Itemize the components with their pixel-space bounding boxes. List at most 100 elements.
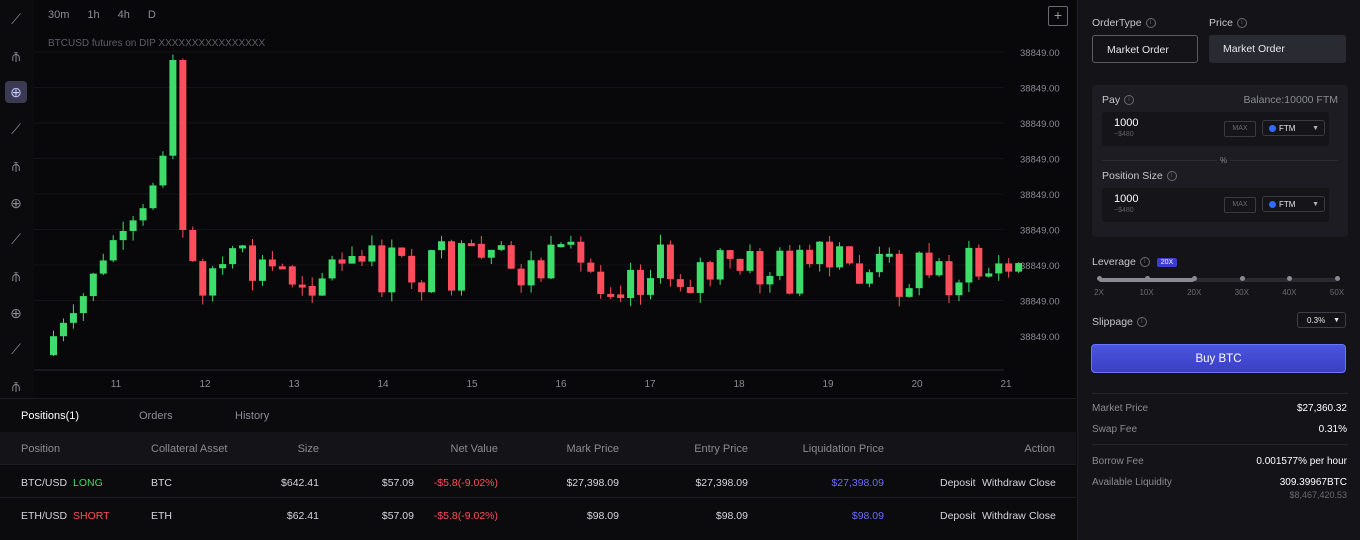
x-tick-label: 17 (644, 379, 656, 390)
tab-orders[interactable]: Orders (139, 410, 173, 422)
table-row[interactable]: BTC/USD LONG BTC $642.41 $57.09 -$5.8(-9… (0, 464, 1076, 498)
fork-tool-icon[interactable]: ⫚ (11, 157, 21, 174)
entry-price: $98.09 (715, 510, 748, 522)
fullscreen-icon[interactable]: + (1048, 6, 1068, 26)
candle-body (69, 313, 77, 323)
info-icon[interactable]: i (1145, 18, 1156, 29)
info-icon[interactable]: i (1139, 257, 1150, 268)
leverage-tick[interactable] (1239, 276, 1245, 281)
close-link[interactable]: Close (1029, 477, 1056, 489)
token-select[interactable]: FTM ▼ (1262, 120, 1325, 136)
pay-amount-input[interactable]: 1000 (1114, 117, 1139, 129)
y-tick-label: 38849.00 (1020, 226, 1060, 237)
candle-body (955, 282, 963, 296)
trend-line-icon[interactable]: ⟋ (11, 230, 21, 247)
leverage-mark-label: 10X (1139, 288, 1154, 297)
price-select[interactable]: Market Order (1209, 35, 1346, 63)
zoom-in-icon[interactable]: ⊕ (10, 194, 22, 211)
zoom-in-icon[interactable]: ⊕ (10, 304, 22, 321)
timeframe-option[interactable]: 30m (48, 9, 70, 21)
x-tick-label: 16 (555, 379, 567, 390)
fork-tool-icon[interactable]: ⫚ (11, 377, 21, 394)
candle-body (457, 243, 465, 291)
leverage-mark-label: 50X (1329, 288, 1345, 297)
candle-body (706, 262, 714, 280)
column-header: Entry Price (694, 443, 748, 455)
info-icon[interactable]: i (1166, 171, 1177, 182)
position-pair: BTC/USD (21, 477, 68, 489)
mark-price: $98.09 (586, 510, 619, 522)
tab-history[interactable]: History (235, 410, 270, 422)
timeframe-option[interactable]: 1h (87, 9, 100, 21)
market-price-value: $27,360.32 (1296, 403, 1347, 414)
order-type-select[interactable]: Market Order (1092, 35, 1198, 63)
liquidation-price: $27,398.09 (831, 477, 884, 489)
table-row[interactable]: ETH/USD SHORT ETH $62.41 $57.09 -$5.8(-9… (0, 497, 1076, 531)
slippage-label: Slippage i (1092, 316, 1147, 328)
zoom-in-icon[interactable]: ⊕ (5, 81, 27, 103)
info-icon[interactable]: i (1124, 95, 1135, 106)
candle-body (199, 261, 207, 296)
timeframe-option[interactable]: D (147, 9, 156, 21)
percent-toggle[interactable]: % (1217, 156, 1231, 165)
liquidity-usd-value: $8,467,420.53 (1289, 490, 1347, 500)
y-tick-label: 38849.00 (1020, 155, 1060, 166)
candle-body (358, 256, 366, 262)
y-tick-label: 38849.00 (1020, 297, 1060, 308)
leverage-tick[interactable] (1335, 276, 1340, 281)
candle-body (895, 253, 903, 297)
leverage-tick[interactable] (1144, 276, 1150, 281)
drawing-toolbar: ⟋ ⫚ ⊕ ⟋ ⫚ ⊕ ⟋ ⫚ ⊕ ⟋ ⫚ (0, 0, 34, 398)
x-tick-label: 11 (111, 379, 122, 390)
candle-body (487, 249, 495, 258)
info-icon[interactable]: i (1236, 18, 1247, 29)
x-tick-label: 18 (733, 379, 745, 390)
order-input-box: Pay i Balance:10000 FTM 1000 ~$480 MAX FT… (1092, 85, 1348, 237)
candle-body (308, 285, 316, 296)
candle-body (298, 284, 306, 288)
candle-body (597, 271, 605, 294)
fork-tool-icon[interactable]: ⫚ (11, 47, 21, 64)
leverage-mark-label: 20X (1187, 288, 1202, 297)
max-button[interactable]: MAX (1224, 121, 1256, 137)
candle-body (258, 259, 266, 281)
withdraw-link[interactable]: Withdraw (982, 510, 1026, 522)
candle-body (328, 259, 336, 279)
candle-body (915, 252, 923, 289)
candle-body (617, 294, 625, 299)
leverage-tick[interactable] (1097, 276, 1102, 281)
trend-line-icon[interactable]: ⟋ (11, 340, 21, 357)
tab-positions[interactable]: Positions(1) (21, 410, 80, 422)
buy-button[interactable]: Buy BTC (1091, 344, 1346, 373)
pay-usd-value: ~$480 (1114, 131, 1134, 138)
trend-line-icon[interactable]: ⟋ (11, 120, 21, 137)
y-tick-label: 38849.00 (1020, 84, 1060, 95)
position-size-field[interactable]: 1000 ~$480 MAX FTM ▼ (1102, 188, 1329, 222)
leverage-slider[interactable] (1097, 276, 1340, 282)
leverage-tick[interactable] (1287, 276, 1293, 281)
token-select[interactable]: FTM ▼ (1262, 196, 1325, 212)
price-chart[interactable]: 30m 1h 4h D BTCUSD futures on DIP XXXXXX… (34, 0, 1076, 398)
candle-body (796, 249, 804, 294)
deposit-link[interactable]: Deposit (940, 510, 976, 522)
price-label: Price i (1209, 17, 1247, 29)
fork-tool-icon[interactable]: ⫚ (11, 267, 21, 284)
slippage-select[interactable]: 0.3% ▼ (1297, 312, 1346, 328)
deposit-link[interactable]: Deposit (940, 477, 976, 489)
withdraw-link[interactable]: Withdraw (982, 477, 1026, 489)
position-side-badge: SHORT (73, 510, 110, 522)
borrow-fee-label: Borrow Fee (1092, 456, 1144, 467)
max-button[interactable]: MAX (1224, 197, 1256, 213)
size-amount-input[interactable]: 1000 (1114, 193, 1139, 205)
trend-line-icon[interactable]: ⟋ (11, 10, 21, 27)
borrow-fee-value: 0.001577% per hour (1256, 456, 1347, 467)
leverage-tick[interactable] (1192, 276, 1198, 281)
y-tick-label: 38849.00 (1020, 261, 1060, 272)
candle-body (537, 260, 545, 279)
close-link[interactable]: Close (1029, 510, 1056, 522)
info-icon[interactable]: i (1136, 317, 1147, 328)
x-tick-label: 15 (466, 379, 478, 390)
ftm-token-icon (1269, 201, 1276, 209)
timeframe-option[interactable]: 4h (117, 9, 130, 21)
pay-field[interactable]: 1000 ~$480 MAX FTM ▼ (1102, 112, 1329, 146)
